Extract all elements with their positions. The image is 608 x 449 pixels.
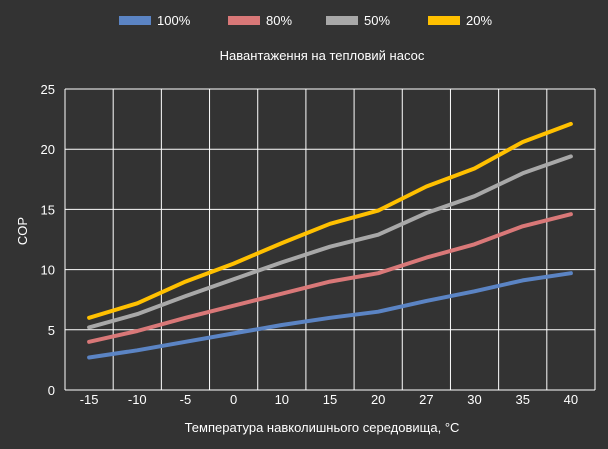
- series-line-20-pct: [87, 121, 573, 320]
- y-axis-label: COP: [15, 217, 30, 245]
- grid: [64, 88, 596, 391]
- x-tick-label: 27: [419, 392, 433, 407]
- x-tick-label: 30: [467, 392, 481, 407]
- legend-label: 100%: [157, 13, 191, 28]
- series-lines: [87, 121, 573, 360]
- legend-label: 80%: [266, 13, 292, 28]
- x-axis-label: Температура навколишнього середовища, °C: [185, 420, 460, 435]
- legend-swatch: [228, 16, 260, 25]
- legend-swatch: [428, 16, 460, 25]
- legend-swatch: [119, 16, 151, 25]
- y-tick-label: 15: [41, 202, 55, 217]
- x-tick-label: -5: [180, 392, 192, 407]
- y-tick-label: 25: [41, 82, 55, 97]
- x-tick-label: 0: [230, 392, 237, 407]
- x-tick-label: 10: [275, 392, 289, 407]
- series-line-80-pct: [87, 212, 573, 344]
- x-tick-label: 20: [371, 392, 385, 407]
- y-tick-label: 10: [41, 263, 55, 278]
- legend-label: 20%: [466, 13, 492, 28]
- x-tick-label: 40: [564, 392, 578, 407]
- y-tick-label: 0: [48, 383, 55, 398]
- x-axis-ticks: -15 -10 -5 0 10 15 20 27 30 35 40: [80, 392, 578, 407]
- x-tick-label: 15: [323, 392, 337, 407]
- y-axis-ticks: 0 5 10 15 20 25: [41, 82, 55, 398]
- legend-swatch: [326, 16, 358, 25]
- chart-subtitle: Навантаження на тепловий насос: [220, 48, 425, 63]
- legend: 100% 80% 50% 20%: [119, 13, 492, 28]
- y-tick-label: 5: [48, 323, 55, 338]
- y-tick-label: 20: [41, 142, 55, 157]
- series-line-100-pct: [87, 271, 573, 360]
- x-tick-label: -15: [80, 392, 99, 407]
- series-line-50-pct: [87, 154, 573, 330]
- x-tick-label: 35: [515, 392, 529, 407]
- legend-label: 50%: [364, 13, 390, 28]
- x-tick-label: -10: [128, 392, 147, 407]
